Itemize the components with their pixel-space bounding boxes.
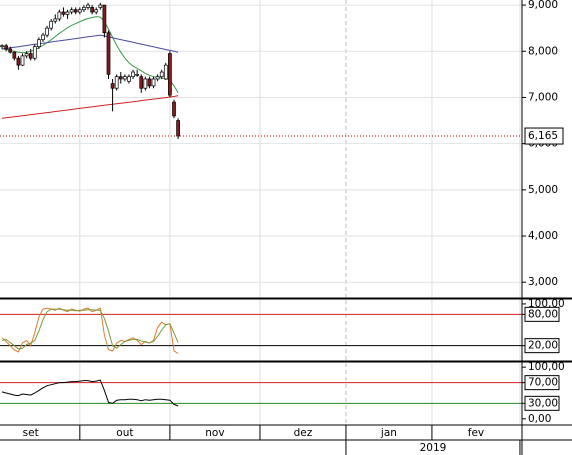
- year-label: 2019: [420, 442, 447, 454]
- candle-body: [139, 76, 144, 89]
- candle-body: [57, 11, 62, 20]
- y-tick-label: 70,00: [528, 377, 558, 389]
- candle-body: [176, 120, 180, 137]
- x-tick-label: nov: [205, 427, 224, 439]
- candle-body: [12, 51, 17, 59]
- panel: [0, 300, 522, 360]
- candle-body: [110, 83, 115, 89]
- y-tick-label: 30,00: [528, 397, 558, 409]
- candle-body: [49, 20, 54, 29]
- candle-body: [135, 74, 140, 76]
- level-label-box: [524, 395, 560, 411]
- candle-body: [82, 7, 86, 11]
- candle-body: [86, 4, 90, 8]
- level-label-box: [524, 306, 560, 322]
- candle-body: [0, 45, 4, 48]
- candle-body: [69, 9, 74, 13]
- candle-body: [32, 46, 37, 59]
- y-tick-label: 80,00: [528, 308, 558, 320]
- candle-body: [127, 76, 131, 82]
- candle-body: [4, 45, 8, 50]
- line: [1, 379, 179, 407]
- x-tick-label: set: [23, 427, 39, 439]
- y-tick-label: 5,000: [528, 184, 558, 196]
- y-tick-label: 4,000: [528, 230, 558, 242]
- candle-body: [94, 9, 99, 13]
- candle-body: [98, 4, 103, 8]
- candle-body: [45, 27, 49, 36]
- x-tick-label: jan: [380, 427, 397, 439]
- panel: [0, 0, 522, 297]
- line: [1, 308, 179, 350]
- candle-body: [172, 101, 176, 117]
- x-tick-label: out: [116, 427, 133, 439]
- candle-body: [24, 53, 29, 57]
- line: [1, 95, 179, 119]
- y-tick-label: 8,000: [528, 45, 558, 57]
- candle-body: [102, 4, 107, 34]
- candle-body: [114, 76, 119, 89]
- candle-body: [16, 57, 21, 66]
- candle-body: [131, 71, 135, 78]
- x-tick-label: dez: [294, 427, 313, 439]
- candle-body: [37, 39, 41, 48]
- x-tick-label: fev: [468, 427, 484, 439]
- level-label-box: [524, 375, 560, 391]
- candle-body: [73, 9, 78, 13]
- candle-body: [106, 32, 111, 75]
- candle-body: [61, 11, 66, 15]
- candle-body: [90, 7, 94, 13]
- candle-body: [77, 9, 82, 13]
- line: [1, 16, 179, 94]
- last-price-box: [524, 127, 564, 145]
- candle-body: [168, 53, 172, 96]
- candle-body: [53, 18, 58, 22]
- candle-body: [143, 78, 148, 89]
- y-tick-label: 100,00: [528, 361, 565, 373]
- y-tick-label: 20,00: [528, 340, 558, 352]
- candle-body: [41, 34, 45, 41]
- candle-body: [163, 64, 168, 80]
- panel: [0, 363, 522, 424]
- candle-body: [28, 53, 33, 59]
- y-tick-label: 9,000: [528, 0, 558, 11]
- candle-body: [20, 55, 25, 66]
- candle-body: [151, 78, 156, 87]
- line: [1, 34, 179, 53]
- level-label-box: [524, 338, 560, 354]
- y-tick-label: 3,000: [528, 276, 558, 288]
- y-tick-label: 100,00: [528, 298, 565, 310]
- candle-body: [118, 76, 123, 80]
- y-tick-label: 7,000: [528, 91, 558, 103]
- candle-body: [159, 71, 164, 78]
- candle-body: [65, 11, 70, 15]
- candle-body: [8, 48, 13, 53]
- y-tick-label: 0,00: [528, 413, 551, 425]
- candle-body: [123, 76, 127, 80]
- candle-body: [155, 76, 160, 80]
- candle-body: [147, 78, 152, 87]
- last-price-label: 6,165: [528, 130, 558, 142]
